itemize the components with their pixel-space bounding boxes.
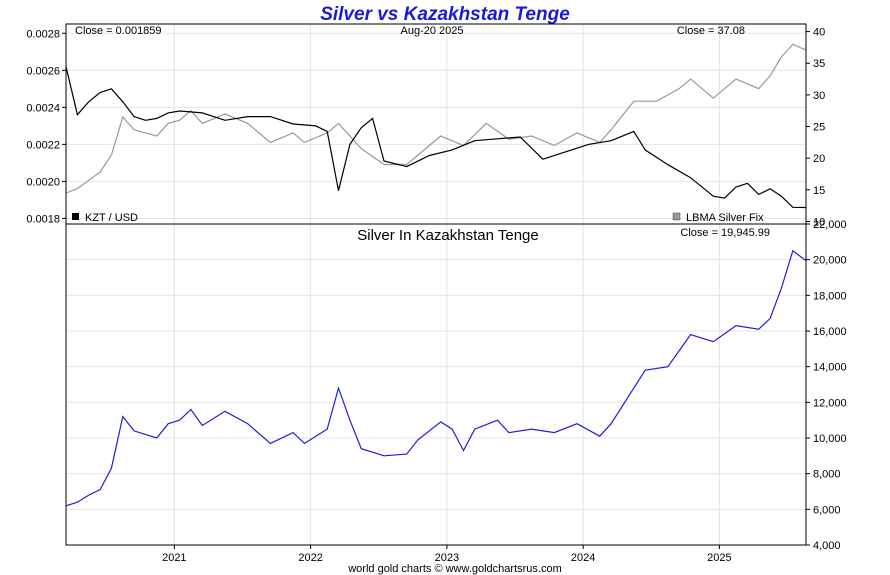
bottom-panel-subtitle: Silver In Kazakhstan Tenge xyxy=(357,227,539,244)
left-tick-label: 0.0028 xyxy=(26,28,60,40)
top-panel-grid xyxy=(66,24,806,224)
legend-kzt-label: KZT / USD xyxy=(85,212,138,224)
right-tick-label: 30 xyxy=(813,90,825,102)
left-tick-label: 0.0018 xyxy=(26,213,60,225)
silver-kzt-line xyxy=(65,249,807,507)
right-tick-label: 20 xyxy=(813,153,825,165)
x-axis: 2021 2022 2023 2024 2025 xyxy=(162,545,732,564)
bottom-tick-label: 18,000 xyxy=(813,290,847,302)
left-tick-label: 0.0020 xyxy=(26,176,60,188)
right-tick-label: 25 xyxy=(813,122,825,134)
top-left-axis: 0.0028 0.0026 0.0024 0.0022 0.0020 0.0018 xyxy=(26,28,66,225)
legend-silver-label: LBMA Silver Fix xyxy=(686,212,764,224)
x-tick-label: 2022 xyxy=(298,552,322,564)
left-tick-label: 0.0026 xyxy=(26,65,60,77)
bottom-tick-label: 20,000 xyxy=(813,255,847,267)
kzt-close-label: Close = 0.001859 xyxy=(75,25,162,37)
top-panel-frame xyxy=(65,23,807,225)
bottom-right-axis: 22,000 20,000 18,000 16,000 14,000 12,000 10,0… xyxy=(806,219,847,552)
x-tick-label: 2021 xyxy=(162,552,186,564)
top-right-axis: 40 35 30 25 20 15 10 xyxy=(806,27,825,228)
x-tick-label: 2024 xyxy=(571,552,595,564)
x-tick-label: 2023 xyxy=(435,552,459,564)
right-tick-label: 15 xyxy=(813,185,825,197)
date-label: Aug-20 2025 xyxy=(401,25,464,37)
chart-title: Silver vs Kazakhstan Tenge xyxy=(320,4,570,25)
right-tick-label: 10 xyxy=(813,216,825,228)
footer-credit: world gold charts © www.goldchartsrus.co… xyxy=(347,563,562,575)
bottom-panel-grid xyxy=(66,223,806,546)
legend-kzt-swatch xyxy=(72,213,79,220)
bottom-panel-frame xyxy=(65,223,807,546)
right-tick-label: 35 xyxy=(813,58,825,70)
x-tick-label: 2025 xyxy=(707,552,731,564)
bottom-tick-label: 12,000 xyxy=(813,397,847,409)
bottom-tick-label: 22,000 xyxy=(813,219,847,231)
legend-silver-swatch xyxy=(672,212,681,221)
right-tick-label: 40 xyxy=(813,27,825,39)
left-tick-label: 0.0024 xyxy=(26,102,60,114)
bottom-tick-label: 14,000 xyxy=(813,362,847,374)
silver-close-label: Close = 37.08 xyxy=(677,25,745,37)
silver-kzt-close-label: Close = 19,945.99 xyxy=(680,227,770,239)
bottom-tick-label: 4,000 xyxy=(813,540,841,552)
bottom-tick-label: 10,000 xyxy=(813,433,847,445)
bottom-tick-label: 6,000 xyxy=(813,504,841,516)
kzt-usd-line xyxy=(65,66,807,209)
left-tick-label: 0.0022 xyxy=(26,139,60,151)
bottom-tick-label: 16,000 xyxy=(813,326,847,338)
silver-usd-line xyxy=(65,43,807,194)
bottom-tick-label: 8,000 xyxy=(813,469,841,481)
